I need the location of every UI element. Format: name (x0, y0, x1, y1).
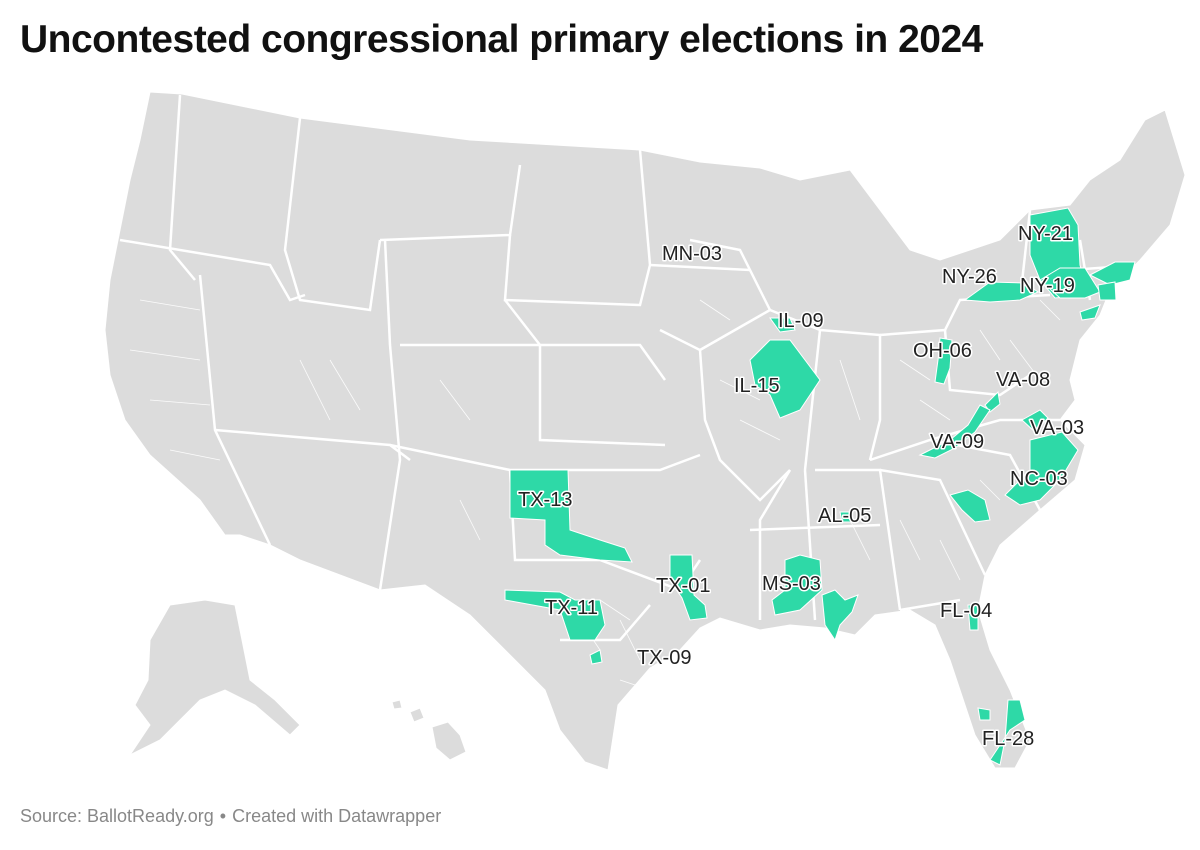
district-il-15[interactable] (749, 339, 821, 419)
label-oh-06: OH-06 (913, 340, 972, 362)
district-nc-03[interactable] (1004, 431, 1079, 506)
district-labels: MN-03 IL-09 IL-15 OH-06 NY-21 NY-26 NY-1… (517, 222, 1086, 752)
credit-text: Created with Datawrapper (232, 806, 442, 826)
label-va-03: VA-03 (1030, 417, 1084, 439)
highlighted-districts (504, 207, 1136, 766)
label-il-09: IL-09 (778, 310, 824, 332)
district-tx-01[interactable] (669, 554, 708, 621)
district-fl-04[interactable] (967, 604, 979, 631)
state-borders (119, 94, 1141, 642)
label-tx-09: TX-09 (637, 647, 691, 669)
district-va-09[interactable] (918, 404, 991, 459)
district-al-05[interactable] (839, 511, 853, 523)
district-va-03[interactable] (1021, 409, 1049, 433)
label-tx-13: TX-13 (518, 489, 572, 511)
us-landmass (104, 91, 1186, 771)
hawaii-landmass (391, 699, 467, 761)
district-il-09[interactable] (769, 317, 796, 333)
label-ny-21: NY-21 (1018, 223, 1073, 245)
footer-separator: • (219, 806, 227, 826)
district-nj-region[interactable] (1079, 304, 1101, 321)
label-va-09: VA-09 (930, 431, 984, 453)
district-ct-region[interactable] (1097, 281, 1117, 301)
district-tx-11[interactable] (504, 589, 606, 641)
alaska-landmass (128, 599, 301, 757)
label-ny-26: NY-26 (942, 266, 997, 288)
district-fl-28[interactable] (989, 699, 1026, 766)
district-ms-03[interactable] (771, 554, 823, 616)
district-sc-region[interactable] (949, 489, 991, 523)
label-ms-03: MS-03 (762, 573, 821, 595)
district-tx-13[interactable] (509, 469, 633, 563)
label-mn-03: MN-03 (662, 243, 722, 265)
district-oh-06[interactable] (934, 337, 953, 385)
label-nc-03: NC-03 (1010, 468, 1068, 490)
district-al-south[interactable] (821, 589, 859, 642)
label-fl-04: FL-04 (940, 600, 992, 622)
label-il-15: IL-15 (734, 375, 780, 397)
label-tx-11: TX-11 (545, 597, 598, 619)
label-ny-19: NY-19 (1020, 275, 1075, 297)
district-fl-south[interactable] (977, 707, 991, 721)
label-al-05: AL-05 (818, 505, 871, 527)
district-ny-26[interactable] (963, 281, 1040, 303)
district-tx-south[interactable] (589, 649, 603, 665)
source-text: Source: BallotReady.org (20, 806, 214, 826)
label-tx-01: TX-01 (656, 575, 710, 597)
chart-title: Uncontested congressional primary electi… (20, 18, 983, 61)
source-footer: Source: BallotReady.org • Created with Dat… (20, 806, 441, 827)
label-va-08: VA-08 (996, 369, 1050, 391)
label-fl-28: FL-28 (982, 728, 1034, 750)
